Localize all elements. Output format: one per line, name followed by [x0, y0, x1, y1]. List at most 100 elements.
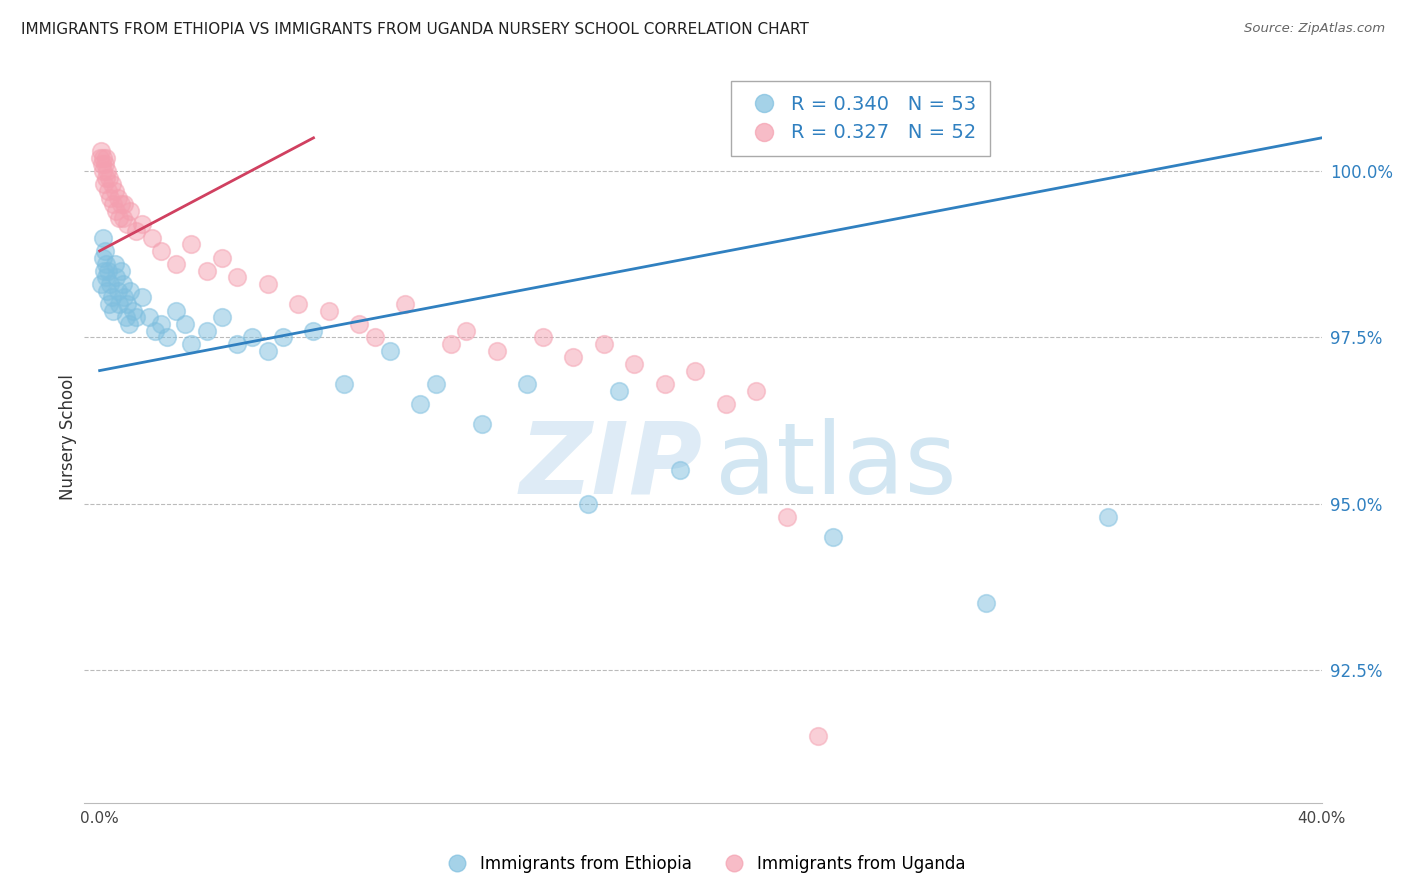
Point: [531, 330, 554, 344]
Point: [90, 144, 112, 158]
Point: [149, 244, 172, 258]
Point: [115, 217, 138, 231]
Text: Source: ZipAtlas.com: Source: ZipAtlas.com: [1244, 22, 1385, 36]
Point: [623, 357, 645, 371]
Point: [110, 197, 132, 211]
Point: [195, 324, 218, 338]
Text: atlas: atlas: [716, 417, 957, 515]
Point: [776, 509, 799, 524]
Point: [96, 257, 118, 271]
Point: [97, 170, 120, 185]
Point: [592, 337, 614, 351]
Point: [93, 178, 115, 192]
Point: [108, 211, 131, 225]
Point: [143, 324, 166, 338]
Point: [91, 157, 114, 171]
Point: [974, 596, 997, 610]
Point: [562, 351, 585, 365]
Text: ZIP: ZIP: [520, 417, 703, 515]
Point: [806, 729, 828, 743]
Point: [110, 264, 132, 278]
Point: [97, 297, 120, 311]
Point: [1097, 509, 1119, 524]
Point: [96, 164, 118, 178]
Text: IMMIGRANTS FROM ETHIOPIA VS IMMIGRANTS FROM UGANDA NURSERY SCHOOL CORRELATION CH: IMMIGRANTS FROM ETHIOPIA VS IMMIGRANTS F…: [21, 22, 808, 37]
Point: [211, 310, 233, 325]
Point: [91, 251, 114, 265]
Point: [111, 277, 134, 292]
Point: [685, 363, 707, 377]
Point: [104, 184, 127, 198]
Point: [318, 303, 340, 318]
Point: [256, 277, 278, 292]
Point: [94, 170, 117, 185]
Legend: R = 0.340   N = 53, R = 0.327   N = 52: R = 0.340 N = 53, R = 0.327 N = 52: [731, 81, 990, 156]
Point: [98, 191, 121, 205]
Point: [138, 310, 160, 325]
Point: [96, 151, 118, 165]
Point: [578, 497, 600, 511]
Point: [141, 230, 163, 244]
Point: [195, 264, 218, 278]
Point: [97, 264, 120, 278]
Point: [271, 330, 294, 344]
Point: [103, 197, 125, 211]
Point: [103, 303, 125, 318]
Point: [89, 151, 111, 165]
Point: [97, 184, 120, 198]
Point: [114, 310, 136, 325]
Point: [93, 264, 115, 278]
Point: [180, 237, 202, 252]
Point: [118, 317, 141, 331]
Point: [333, 376, 356, 391]
Point: [125, 224, 148, 238]
Point: [287, 297, 309, 311]
Point: [131, 290, 153, 304]
Point: [180, 337, 202, 351]
Point: [156, 330, 179, 344]
Point: [120, 284, 142, 298]
Point: [94, 270, 117, 285]
Point: [91, 164, 114, 178]
Point: [111, 211, 134, 225]
Point: [91, 151, 114, 165]
Point: [125, 310, 148, 325]
Y-axis label: Nursery School: Nursery School: [59, 374, 77, 500]
Point: [107, 284, 129, 298]
Point: [226, 337, 249, 351]
Point: [131, 217, 153, 231]
Point: [108, 297, 131, 311]
Point: [90, 277, 112, 292]
Point: [456, 324, 478, 338]
Point: [714, 397, 737, 411]
Point: [112, 197, 135, 211]
Point: [607, 384, 630, 398]
Point: [669, 463, 692, 477]
Point: [149, 317, 172, 331]
Point: [256, 343, 278, 358]
Point: [654, 376, 676, 391]
Point: [302, 324, 325, 338]
Legend: Immigrants from Ethiopia, Immigrants from Uganda: Immigrants from Ethiopia, Immigrants fro…: [433, 848, 973, 880]
Point: [105, 270, 128, 285]
Point: [821, 530, 844, 544]
Point: [363, 330, 385, 344]
Point: [165, 257, 187, 271]
Point: [165, 303, 187, 318]
Point: [226, 270, 249, 285]
Point: [485, 343, 508, 358]
Point: [115, 297, 138, 311]
Point: [745, 384, 768, 398]
Point: [94, 244, 117, 258]
Point: [107, 191, 129, 205]
Point: [98, 277, 121, 292]
Point: [96, 284, 118, 298]
Point: [94, 157, 117, 171]
Point: [112, 290, 135, 304]
Point: [470, 417, 492, 431]
Point: [101, 290, 124, 304]
Point: [211, 251, 233, 265]
Point: [349, 317, 371, 331]
Point: [378, 343, 401, 358]
Point: [122, 303, 145, 318]
